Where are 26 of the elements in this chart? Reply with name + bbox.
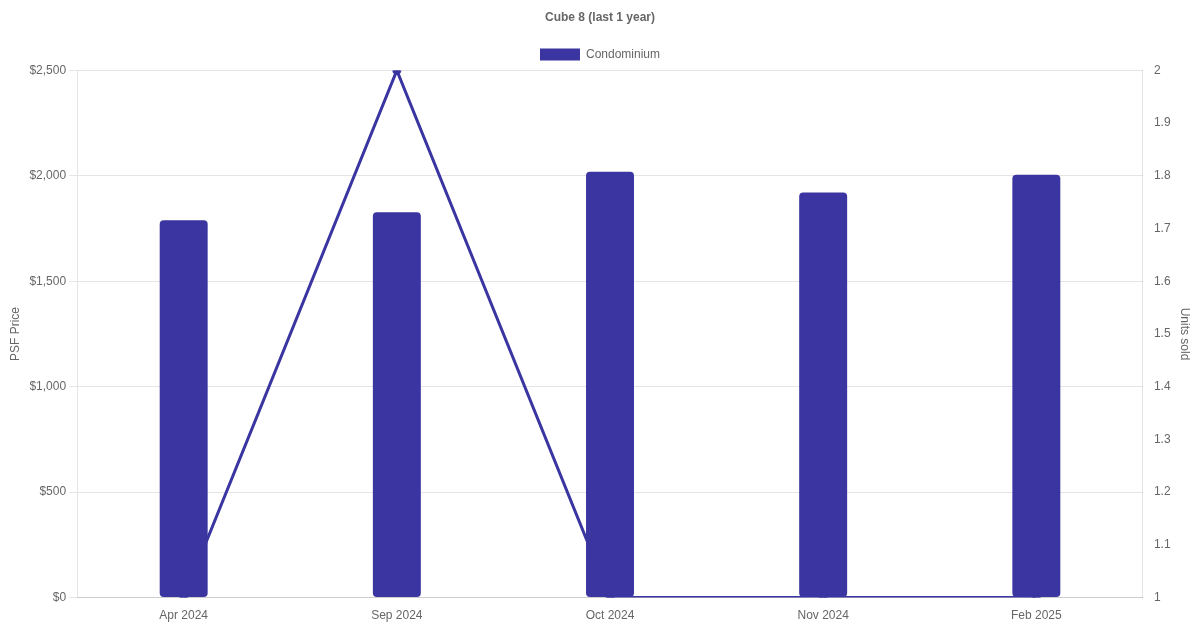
- y2-tick-label: 1.4: [1153, 379, 1171, 394]
- y2-tick-label: 1: [1153, 589, 1161, 604]
- y2-axis-title: Units sold: [1178, 307, 1193, 361]
- y-axis-title: PSF Price: [7, 306, 22, 362]
- y2-tick-label: 1.6: [1153, 273, 1171, 288]
- y-tick-label: $0: [52, 589, 67, 604]
- y2-tick-label: 1.5: [1153, 326, 1171, 341]
- y-tick-label: $2,500: [29, 62, 67, 77]
- chart-title: Cube 8 (last 1 year): [544, 9, 656, 24]
- y-tick-label: $1,500: [29, 273, 67, 288]
- y-tick-label: $1,000: [29, 379, 67, 394]
- y2-tick-label: 1.3: [1153, 431, 1171, 446]
- x-tick-label: Nov 2024: [797, 608, 850, 623]
- x-tick-label: Apr 2024: [159, 608, 209, 623]
- y2-tick-label: 1.9: [1153, 115, 1171, 130]
- y-tick-label: $500: [39, 484, 67, 499]
- y2-tick-label: 1.1: [1153, 537, 1171, 552]
- x-tick-label: Sep 2024: [371, 608, 423, 623]
- legend-label: Condominium: [585, 46, 661, 61]
- y2-tick-label: 1.2: [1153, 484, 1171, 499]
- y2-tick-label: 1.8: [1153, 168, 1171, 183]
- y2-tick-label: 1.7: [1153, 220, 1171, 235]
- x-tick-label: Feb 2025: [1010, 608, 1063, 623]
- x-tick-label: Oct 2024: [585, 608, 635, 623]
- y2-tick-label: 2: [1153, 62, 1161, 77]
- y-tick-label: $2,000: [29, 168, 67, 183]
